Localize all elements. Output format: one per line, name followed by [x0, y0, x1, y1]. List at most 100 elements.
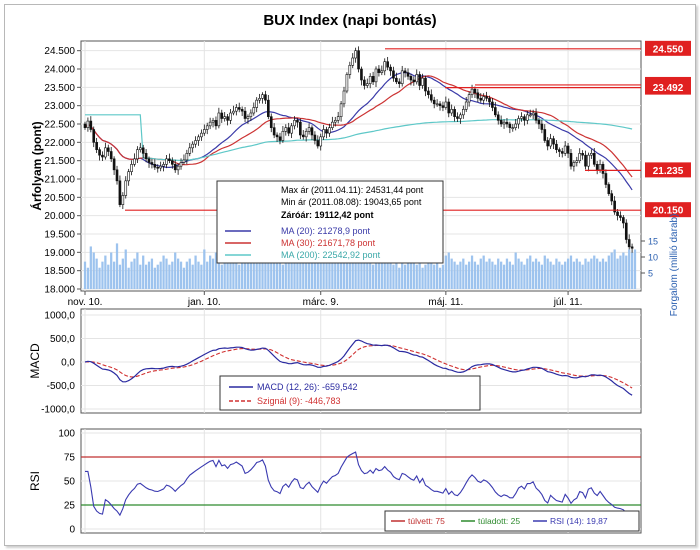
volume-bar — [278, 258, 282, 289]
candle-body — [168, 158, 171, 161]
volume-bar — [328, 252, 331, 289]
candle-body — [287, 127, 291, 134]
rsi-tick-label: 100 — [58, 429, 75, 440]
price-axis-title: Árfolyam (pont) — [29, 121, 44, 210]
close-price-label: Záróár: 19112,42 pont — [281, 210, 374, 220]
candle-body — [121, 195, 125, 205]
volume-bar — [115, 243, 119, 289]
price-tick-label: 23.500 — [44, 83, 75, 94]
volume-bar — [267, 261, 270, 289]
volume-bar — [462, 258, 465, 289]
candle-body — [412, 79, 416, 83]
candle-body — [578, 153, 582, 161]
volume-bar — [389, 261, 392, 289]
candle-body — [124, 180, 128, 196]
volume-bar — [523, 264, 526, 289]
volume-bar — [246, 258, 250, 289]
volume-bar — [264, 261, 267, 289]
volume-bar — [258, 255, 261, 289]
volume-bar — [127, 267, 130, 289]
volume-bar — [502, 264, 506, 289]
candle-body — [441, 105, 445, 108]
level-label: 21.235 — [653, 166, 684, 177]
volume-bar — [395, 258, 398, 289]
candle-body — [290, 125, 293, 134]
volume-tick-label: 10 — [648, 253, 658, 263]
candle-body — [616, 211, 619, 216]
volume-bar — [540, 264, 544, 289]
candle-body — [546, 140, 550, 147]
ma-line — [84, 75, 633, 178]
candle-body — [560, 151, 564, 154]
candle-body — [261, 94, 264, 99]
volume-bar — [95, 258, 98, 289]
volume-bar — [476, 264, 479, 289]
volume-bar — [325, 258, 328, 289]
volume-bar — [403, 264, 407, 289]
volume-bar — [366, 255, 369, 289]
candle-body — [109, 151, 113, 160]
candle-body — [319, 136, 323, 147]
level-label: 24.550 — [653, 44, 684, 55]
volume-bar — [598, 261, 602, 289]
volume-bar — [572, 261, 576, 289]
candle-body — [127, 171, 130, 182]
candle-body — [514, 123, 518, 128]
volume-bar — [153, 267, 156, 289]
volume-bar — [273, 255, 276, 289]
candle-body — [255, 99, 259, 108]
candle-body — [293, 120, 296, 127]
candle-body — [523, 116, 526, 121]
volume-bar — [371, 264, 375, 289]
volume-bar — [197, 261, 200, 289]
candle-body — [112, 158, 116, 171]
candle-body — [83, 123, 87, 128]
candle-body — [569, 153, 573, 167]
candle-body — [517, 118, 520, 125]
volume-bar — [284, 258, 287, 289]
chart-title: BUX Index (napi bontás) — [263, 12, 436, 29]
rsi-tick-label: 50 — [64, 477, 76, 488]
candle-body — [627, 239, 631, 248]
candle-body — [275, 134, 279, 138]
candle-body — [182, 159, 186, 163]
volume-bar — [121, 258, 124, 289]
volume-bar — [342, 252, 346, 289]
volume-bar — [508, 261, 511, 289]
candle-body — [264, 94, 267, 101]
candle-body — [272, 127, 276, 136]
candle-body — [555, 143, 558, 150]
volume-bar — [412, 255, 415, 289]
volume-bar — [590, 258, 593, 289]
volume-bar — [360, 255, 363, 289]
volume-bar — [226, 255, 229, 289]
volume-bar — [112, 261, 116, 289]
candle-body — [342, 90, 346, 105]
candle-body — [351, 57, 355, 66]
candle-body — [214, 120, 218, 127]
volume-bar — [322, 261, 325, 289]
volume-bar — [176, 258, 180, 289]
volume-bar — [144, 264, 148, 289]
volume-bar — [290, 255, 293, 289]
volume-bar — [398, 267, 401, 289]
candle-body — [508, 123, 512, 128]
volume-bar — [601, 258, 605, 289]
candle-body — [424, 77, 427, 92]
candle-body — [380, 70, 384, 73]
volume-bar — [243, 252, 247, 289]
volume-bar — [380, 258, 383, 289]
candle-body — [598, 164, 602, 171]
date-tick-label: márc. 9. — [303, 297, 339, 308]
volume-bar — [86, 267, 90, 289]
volume-bar — [319, 255, 322, 289]
candle-body — [95, 142, 98, 150]
volume-bar — [101, 261, 104, 289]
price-tick-label: 19.500 — [44, 230, 75, 241]
candle-body — [243, 110, 247, 119]
candle-body — [144, 153, 148, 160]
candle-body — [467, 94, 471, 103]
candle-body — [150, 162, 154, 165]
candle-body — [499, 120, 503, 125]
candle-body — [205, 125, 209, 130]
